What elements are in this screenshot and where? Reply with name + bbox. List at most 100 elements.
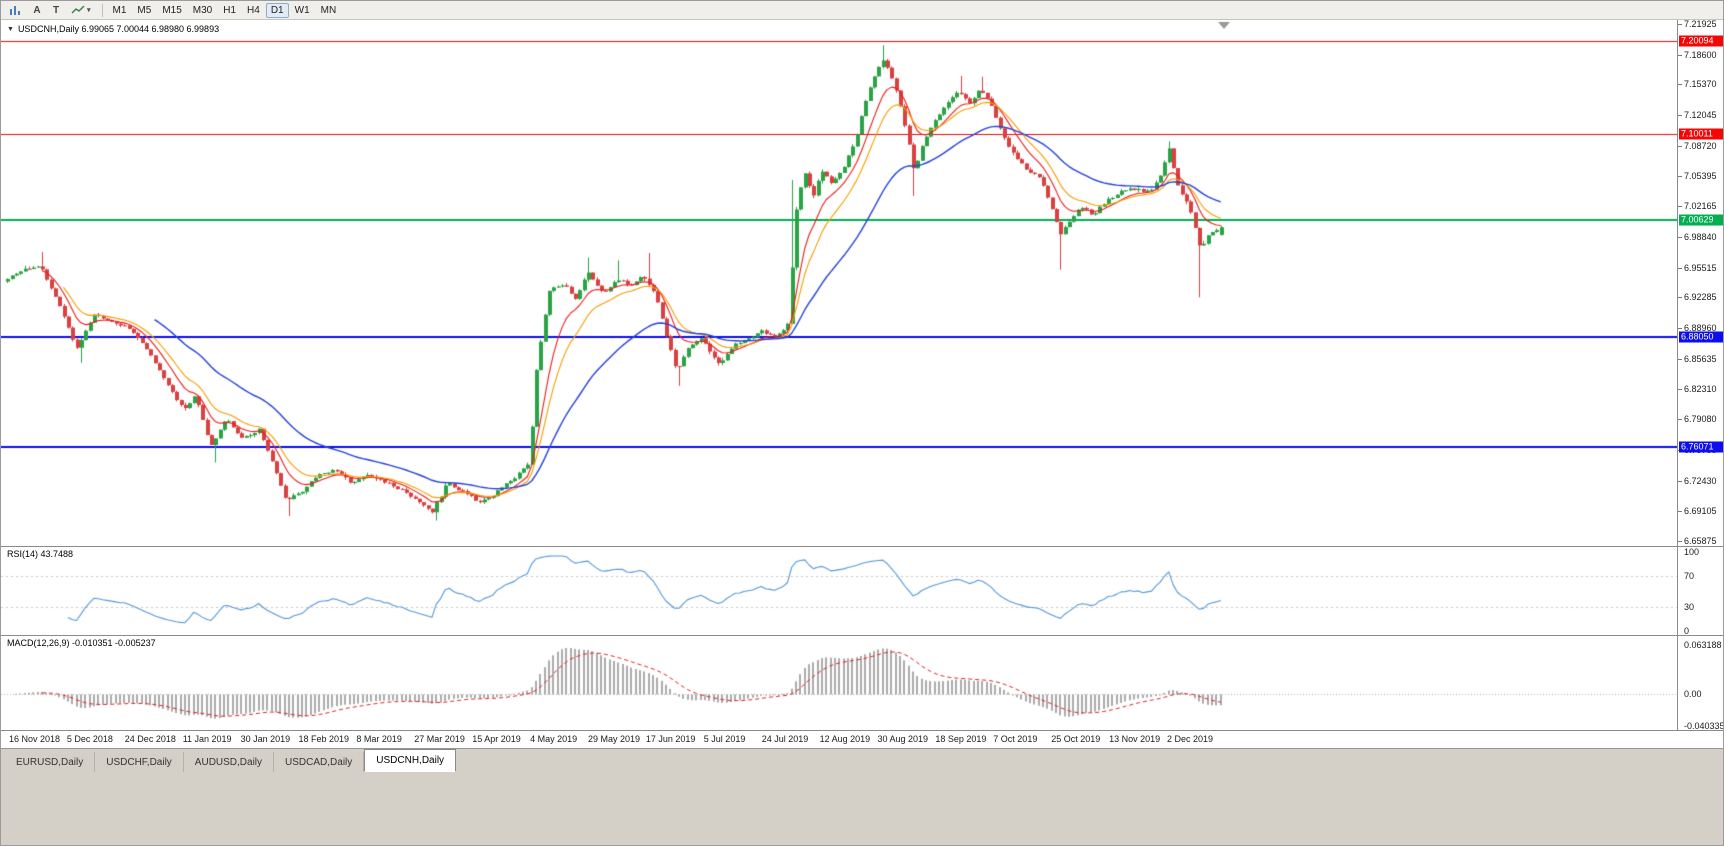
price-axis-label: 7.02165 bbox=[1684, 201, 1717, 212]
chart-tab-usdcnh[interactable]: USDCNH,Daily bbox=[364, 749, 457, 772]
price-chart-canvas[interactable] bbox=[1, 20, 1677, 730]
timeframe-buttons-group: M1 M5 M15 M30 H1 H4 D1 W1 MN bbox=[108, 2, 343, 18]
price-axis-label: 6.85635 bbox=[1684, 353, 1717, 364]
panel-separator[interactable] bbox=[1, 546, 1723, 547]
price-axis-label: 6.82310 bbox=[1684, 384, 1717, 395]
chevron-down-icon: ▾ bbox=[87, 7, 91, 14]
rsi-level-label: 30 bbox=[1684, 602, 1695, 613]
time-axis[interactable]: 16 Nov 2018 5 Dec 2018 24 Dec 2018 11 Jan 2… bbox=[1, 730, 1723, 748]
axis-tick bbox=[1678, 389, 1682, 390]
date-axis-label: 2 Dec 2019 bbox=[1167, 734, 1214, 744]
chart-window: ▼ USDCNH,Daily 6.99065 7.00044 6.98980 6… bbox=[1, 19, 1724, 748]
timeframes-toolbar: A T ▾ M1 M5 M15 M30 H1 H4 D1 W1 MN bbox=[1, 1, 1723, 20]
axis-tick bbox=[1678, 84, 1682, 85]
price-axis-label: 7.12045 bbox=[1684, 110, 1717, 121]
date-axis-label: 4 May 2019 bbox=[530, 734, 578, 744]
price-axis[interactable]: 7.21925 7.18600 7.15370 7.12045 7.08720 7.053… bbox=[1677, 19, 1724, 731]
rsi-level-label: 100 bbox=[1684, 547, 1700, 557]
text-label-tool[interactable]: A bbox=[33, 4, 41, 16]
date-axis-label: 5 Dec 2018 bbox=[66, 734, 113, 744]
collapse-arrow-icon[interactable]: ▼ bbox=[7, 25, 14, 33]
date-axis-label: 24 Jul 2019 bbox=[761, 734, 809, 744]
axis-tick bbox=[1678, 481, 1682, 482]
chart-tabs-bar: EURUSD,Daily USDCHF,Daily AUDUSD,Daily USDC… bbox=[1, 748, 1723, 772]
toolbar-separator bbox=[101, 3, 103, 17]
axis-tick bbox=[1678, 176, 1682, 177]
axis-tick bbox=[1678, 268, 1682, 269]
price-axis-label: 7.08720 bbox=[1684, 140, 1717, 151]
date-axis-label: 17 Jun 2019 bbox=[645, 734, 696, 744]
date-axis-label: 18 Feb 2019 bbox=[298, 734, 350, 744]
timeframe-m30-button[interactable]: M30 bbox=[192, 4, 213, 16]
price-axis-label: 6.88960 bbox=[1684, 323, 1717, 334]
timeframe-h4-button[interactable]: H4 bbox=[247, 4, 260, 16]
hline-price-tag[interactable]: 7.10011 bbox=[1679, 128, 1723, 140]
status-area bbox=[1, 772, 1723, 845]
axis-tick bbox=[1678, 328, 1682, 329]
indicator-dropdown[interactable]: ▾ bbox=[66, 3, 96, 18]
date-axis-label: 18 Sep 2019 bbox=[935, 734, 987, 744]
chart-ohlc-text: USDCNH,Daily 6.99065 7.00044 6.98980 6.9… bbox=[17, 24, 220, 34]
price-axis-label: 7.18600 bbox=[1684, 49, 1717, 60]
axis-tick bbox=[1678, 55, 1682, 56]
panel-separator[interactable] bbox=[1, 635, 1723, 636]
axis-tick bbox=[1678, 419, 1682, 420]
price-axis-label: 6.72430 bbox=[1684, 475, 1717, 486]
axis-tick bbox=[1678, 359, 1682, 360]
price-axis-label: 6.95515 bbox=[1684, 262, 1717, 273]
chart-tab-usdcad[interactable]: USDCAD,Daily bbox=[274, 752, 365, 772]
date-axis-label: 7 Oct 2019 bbox=[993, 734, 1038, 744]
axis-tick bbox=[1678, 146, 1682, 147]
date-axis-label: 29 May 2019 bbox=[588, 734, 641, 744]
chart-tab-audusd[interactable]: AUDUSD,Daily bbox=[184, 752, 275, 772]
date-axis-label: 30 Aug 2019 bbox=[877, 734, 929, 744]
rsi-level-label: 0 bbox=[1684, 626, 1690, 636]
date-axis-label: 27 Mar 2019 bbox=[414, 734, 465, 744]
date-axis-label: 8 Mar 2019 bbox=[356, 734, 402, 744]
rsi-header: RSI(14) 43.7488 bbox=[7, 549, 74, 559]
text-tool[interactable]: T bbox=[52, 4, 60, 16]
price-axis-label: 6.79080 bbox=[1684, 414, 1717, 425]
price-axis-label: 7.15370 bbox=[1684, 79, 1717, 90]
hline-price-tag[interactable]: 7.00629 bbox=[1679, 214, 1723, 226]
hline-price-tag[interactable]: 6.88050 bbox=[1679, 331, 1723, 342]
chart-tab-usdchf[interactable]: USDCHF,Daily bbox=[95, 752, 184, 772]
timeframe-m5-button[interactable]: M5 bbox=[137, 4, 152, 16]
price-axis-label: 7.05395 bbox=[1684, 171, 1717, 182]
date-axis-label: 16 Nov 2018 bbox=[9, 734, 61, 744]
price-axis-label: 6.65875 bbox=[1684, 536, 1717, 547]
bar-chart-icon bbox=[10, 5, 20, 15]
chart-ohlc-header: ▼ USDCNH,Daily 6.99065 7.00044 6.98980 6… bbox=[7, 24, 219, 34]
date-axis-label: 15 Apr 2019 bbox=[472, 734, 521, 744]
macd-header: MACD(12,26,9) -0.010351 -0.005237 bbox=[7, 638, 156, 648]
axis-tick bbox=[1678, 115, 1682, 116]
hline-price-tag[interactable]: 7.20094 bbox=[1679, 35, 1723, 47]
rsi-level-label: 70 bbox=[1684, 570, 1695, 581]
date-axis-label: 30 Jan 2019 bbox=[240, 734, 291, 744]
axis-tick bbox=[1678, 206, 1682, 207]
timeframe-mn-button[interactable]: MN bbox=[320, 4, 337, 16]
timeframe-m15-button[interactable]: M15 bbox=[162, 4, 182, 16]
chart-tab-eurusd[interactable]: EURUSD,Daily bbox=[5, 752, 96, 772]
charts-icon[interactable] bbox=[5, 3, 27, 18]
macd-level-label: 0.00 bbox=[1684, 689, 1702, 700]
axis-tick bbox=[1678, 511, 1682, 512]
timeframe-w1-button[interactable]: W1 bbox=[294, 4, 310, 16]
macd-level-label: 0.063188 bbox=[1684, 640, 1722, 650]
timeframe-d1-button[interactable]: D1 bbox=[265, 2, 289, 18]
axis-tick bbox=[1678, 297, 1682, 298]
timeframe-h1-button[interactable]: H1 bbox=[223, 4, 237, 16]
trend-line-icon bbox=[71, 5, 85, 13]
date-axis-label: 13 Nov 2019 bbox=[1109, 734, 1161, 744]
price-axis-label: 6.69105 bbox=[1684, 506, 1717, 517]
axis-tick bbox=[1678, 237, 1682, 238]
date-axis-label: 25 Oct 2019 bbox=[1051, 734, 1101, 744]
timeframe-m1-button[interactable]: M1 bbox=[112, 4, 127, 16]
price-axis-label: 6.92285 bbox=[1684, 292, 1717, 303]
hline-price-tag[interactable]: 6.76071 bbox=[1679, 441, 1723, 453]
macd-level-label: -0.040335 bbox=[1684, 721, 1724, 731]
axis-tick bbox=[1678, 541, 1682, 542]
date-axis-label: 5 Jul 2019 bbox=[703, 734, 746, 744]
price-axis-label: 6.98840 bbox=[1684, 231, 1717, 242]
